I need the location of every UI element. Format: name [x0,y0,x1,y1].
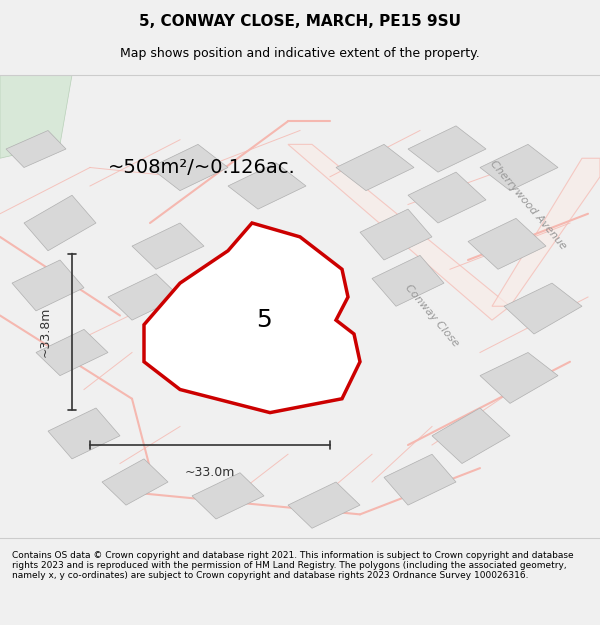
Polygon shape [12,260,84,311]
Text: 5: 5 [256,308,272,332]
Polygon shape [0,75,72,158]
Polygon shape [288,482,360,528]
Polygon shape [150,144,228,191]
Polygon shape [360,209,432,260]
Polygon shape [228,163,306,209]
Polygon shape [288,144,510,320]
Polygon shape [384,454,456,505]
Polygon shape [504,283,582,334]
Polygon shape [408,172,486,223]
Polygon shape [108,274,180,320]
Polygon shape [192,472,264,519]
Text: Cherrywood Avenue: Cherrywood Avenue [488,158,568,251]
Polygon shape [132,223,204,269]
Text: ~508m²/~0.126ac.: ~508m²/~0.126ac. [108,158,296,177]
Polygon shape [492,158,600,306]
Polygon shape [102,459,168,505]
Polygon shape [36,329,108,376]
Polygon shape [480,352,558,403]
Polygon shape [372,256,444,306]
Polygon shape [432,408,510,464]
Polygon shape [336,144,414,191]
Text: ~33.8m: ~33.8m [38,306,52,357]
Polygon shape [408,126,486,172]
Polygon shape [480,144,558,191]
Text: Map shows position and indicative extent of the property.: Map shows position and indicative extent… [120,48,480,61]
Text: Conway Close: Conway Close [403,282,461,349]
Text: ~33.0m: ~33.0m [185,466,235,479]
Polygon shape [468,218,546,269]
Polygon shape [24,195,96,251]
Polygon shape [6,131,66,168]
Polygon shape [144,223,360,412]
Text: Contains OS data © Crown copyright and database right 2021. This information is : Contains OS data © Crown copyright and d… [12,551,574,581]
Text: 5, CONWAY CLOSE, MARCH, PE15 9SU: 5, CONWAY CLOSE, MARCH, PE15 9SU [139,14,461,29]
Polygon shape [48,408,120,459]
